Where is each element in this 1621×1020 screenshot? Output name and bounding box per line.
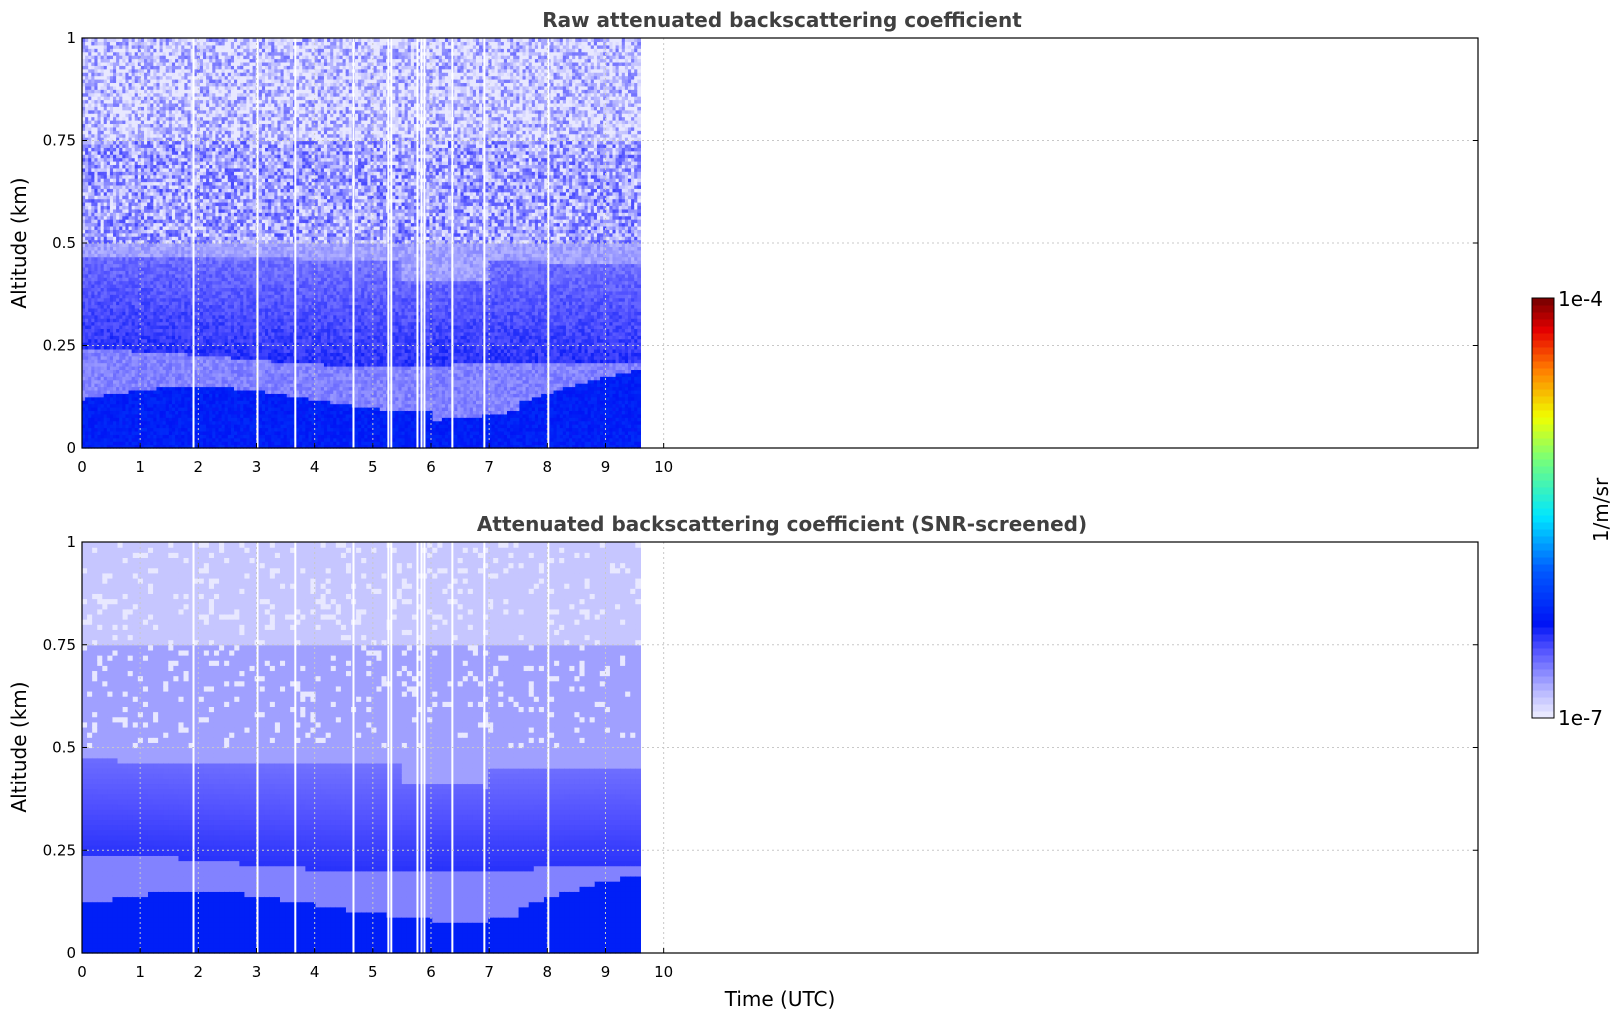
panel-title: Raw attenuated backscattering coefficien… — [542, 8, 1022, 32]
raw-backscatter-panel: Raw attenuated backscattering coefficien… — [7, 8, 1478, 476]
